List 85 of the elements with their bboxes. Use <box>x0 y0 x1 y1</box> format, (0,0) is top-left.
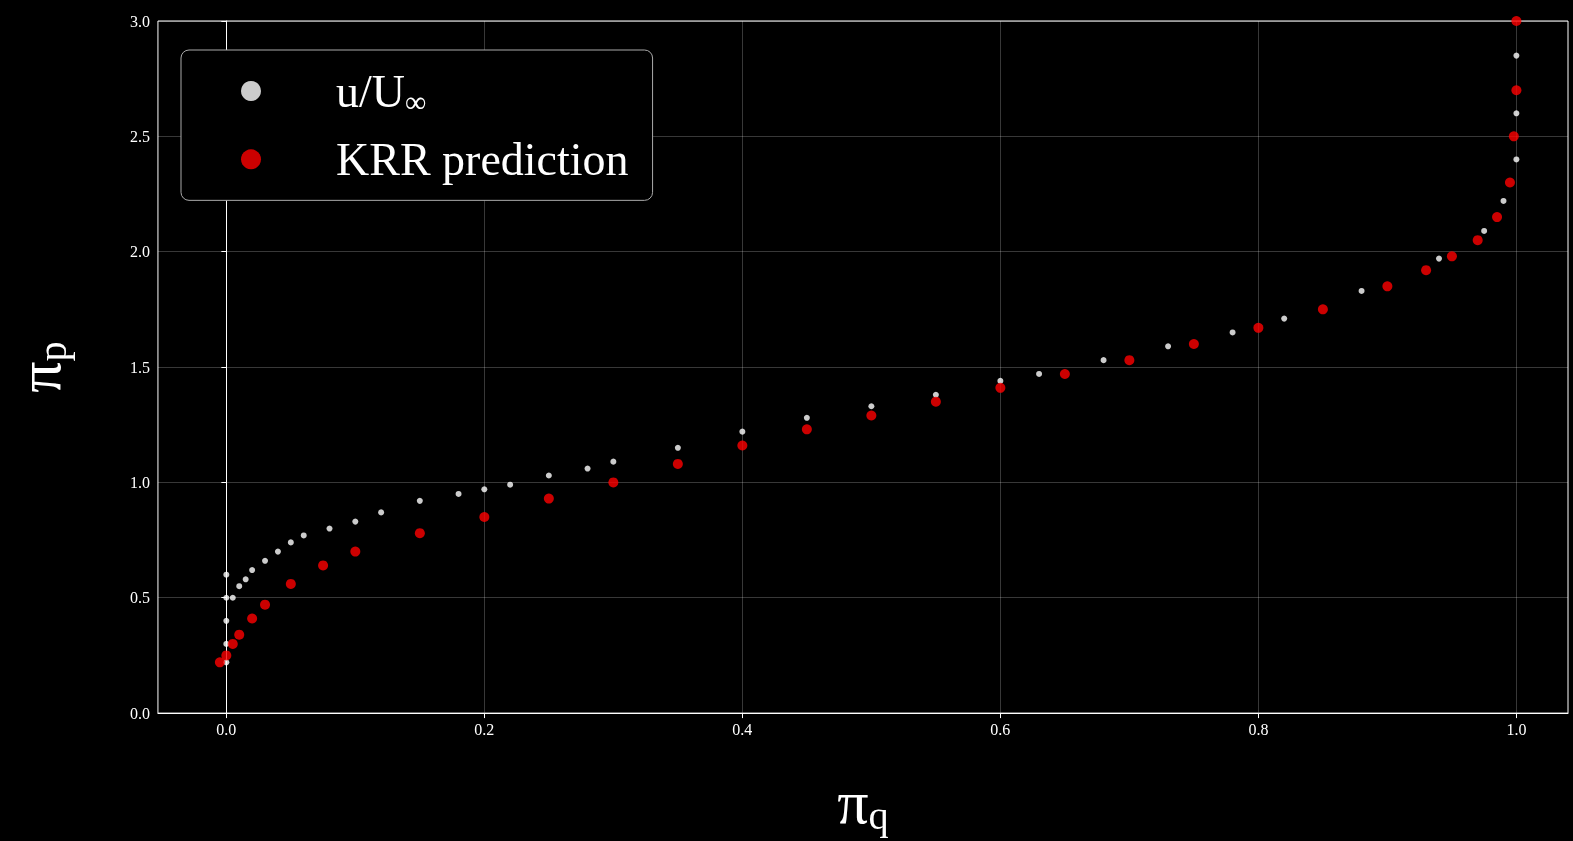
point <box>227 638 238 649</box>
y-tick-label: 3.0 <box>129 12 150 30</box>
point <box>221 650 232 661</box>
point <box>223 617 230 624</box>
point <box>1100 357 1107 364</box>
point <box>1513 52 1520 59</box>
point <box>1513 110 1520 117</box>
x-tick-label: 0.6 <box>990 720 1011 738</box>
point <box>507 481 514 488</box>
point <box>545 472 552 479</box>
point <box>350 546 361 557</box>
point <box>479 512 490 522</box>
point <box>214 657 225 668</box>
point <box>455 490 462 497</box>
y-tick-label: 0.5 <box>129 589 150 607</box>
point <box>260 599 271 610</box>
point <box>1036 370 1043 377</box>
y-tick-label: 1.5 <box>129 358 150 376</box>
point <box>1481 227 1488 234</box>
point <box>352 518 359 525</box>
point <box>801 424 812 435</box>
point <box>930 396 941 407</box>
point <box>1124 355 1135 366</box>
point <box>274 548 281 555</box>
y-tick-label: 0.0 <box>129 704 150 722</box>
point <box>236 583 243 590</box>
point <box>378 509 385 516</box>
point <box>803 414 810 421</box>
point <box>868 403 875 410</box>
y-tick-label: 2.5 <box>129 127 150 145</box>
y-axis-title: πp <box>5 341 76 393</box>
x-tick-label: 0.8 <box>1248 720 1269 738</box>
point <box>1253 322 1264 333</box>
legend-label: u/U∞ <box>336 65 427 118</box>
point <box>932 391 939 398</box>
point <box>584 465 591 472</box>
point <box>1500 197 1507 204</box>
point <box>481 486 488 493</box>
point <box>543 493 554 504</box>
point <box>1165 343 1172 350</box>
x-tick-label: 0.2 <box>474 720 495 738</box>
point <box>672 458 683 469</box>
y-tick-label: 2.0 <box>129 243 150 261</box>
point <box>1382 281 1393 292</box>
point <box>1504 177 1515 188</box>
point <box>287 539 294 546</box>
x-tick-label: 0.0 <box>216 720 237 738</box>
point <box>995 382 1006 393</box>
point <box>739 428 746 435</box>
point <box>416 497 423 504</box>
point <box>1508 131 1519 142</box>
point <box>610 458 617 465</box>
point <box>1472 235 1483 246</box>
point <box>247 613 258 624</box>
point <box>608 477 619 488</box>
point <box>1513 156 1520 163</box>
point <box>242 576 249 583</box>
point <box>1421 265 1432 276</box>
point <box>1281 315 1288 322</box>
point <box>223 571 230 578</box>
point <box>1492 212 1503 223</box>
point <box>1446 251 1457 262</box>
x-tick-label: 0.4 <box>732 720 753 738</box>
point <box>414 528 425 539</box>
point <box>285 578 296 589</box>
point <box>1436 255 1442 262</box>
point <box>262 557 269 564</box>
point <box>1317 304 1328 315</box>
point <box>737 440 748 451</box>
point <box>234 629 245 640</box>
y-tick-label: 1.0 <box>129 473 150 491</box>
point <box>318 560 329 571</box>
point <box>1358 287 1365 294</box>
point <box>1511 16 1522 26</box>
point <box>229 594 236 601</box>
point <box>674 444 681 451</box>
point <box>866 410 877 421</box>
point <box>1511 85 1522 96</box>
point <box>1059 368 1070 379</box>
point <box>249 567 256 574</box>
point <box>1229 329 1236 336</box>
point <box>1188 338 1199 349</box>
legend-label: KRR prediction <box>336 133 629 185</box>
point <box>326 525 333 532</box>
x-tick-label: 1.0 <box>1506 720 1527 738</box>
